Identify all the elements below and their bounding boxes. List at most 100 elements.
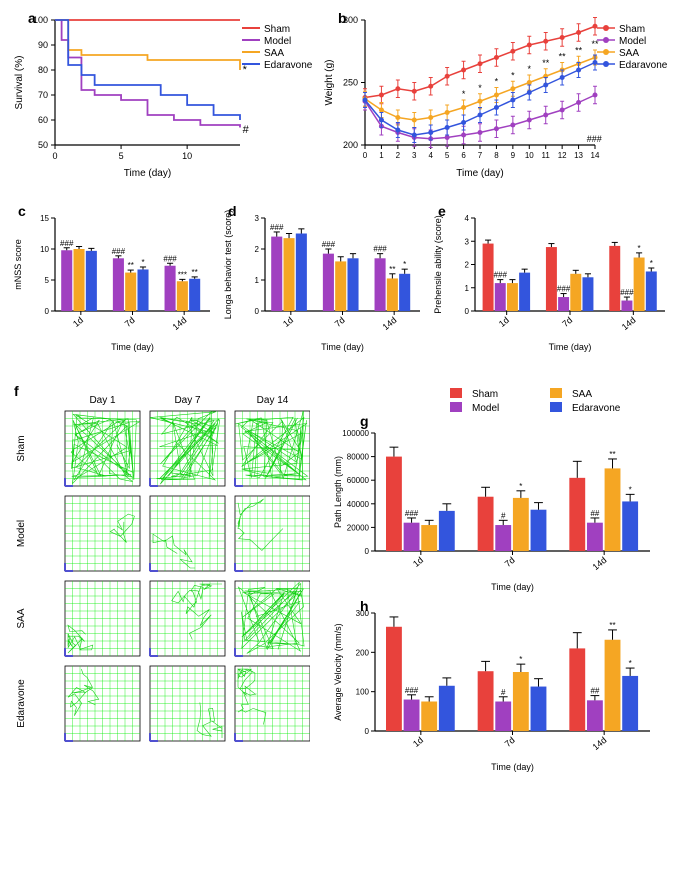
svg-text:0: 0 (363, 151, 368, 160)
svg-text:Model: Model (16, 520, 27, 547)
svg-text:#: # (243, 124, 250, 136)
svg-text:250: 250 (343, 78, 358, 88)
svg-text:14d: 14d (171, 315, 189, 332)
svg-text:Time (day): Time (day) (111, 342, 154, 352)
svg-text:70: 70 (38, 90, 48, 100)
svg-text:Longa behavior test (score): Longa behavior test (score) (223, 210, 233, 320)
svg-text:mNSS score: mNSS score (13, 239, 23, 290)
svg-text:Prehensile ability (score): Prehensile ability (score) (433, 215, 443, 314)
svg-text:SAA: SAA (572, 389, 592, 400)
svg-text:*: * (141, 258, 144, 267)
svg-text:Day 7: Day 7 (174, 395, 201, 406)
chart-svg: 0123Longa behavior test (score)Time (day… (220, 203, 430, 353)
svg-text:##: ## (590, 509, 599, 518)
svg-text:11: 11 (542, 151, 551, 160)
svg-text:***: *** (178, 270, 187, 279)
svg-text:7d: 7d (333, 315, 347, 329)
svg-text:100000: 100000 (342, 429, 369, 438)
svg-text:Survival (%): Survival (%) (14, 56, 25, 110)
panel-label-h: h (360, 598, 369, 614)
svg-text:40000: 40000 (347, 500, 370, 509)
svg-text:13: 13 (574, 151, 583, 160)
chart-svg: Day 1Day 7Day 14ShamModelSAAEdaravone (10, 391, 310, 791)
panel-label-a: a (28, 10, 36, 26)
svg-text:###: ### (405, 686, 419, 695)
svg-text:###: ### (620, 288, 634, 297)
svg-text:10: 10 (525, 151, 534, 160)
svg-text:*: * (462, 89, 466, 99)
svg-text:1d: 1d (71, 315, 85, 329)
svg-text:Time (day): Time (day) (491, 582, 534, 592)
svg-text:20000: 20000 (347, 523, 370, 532)
svg-text:5: 5 (445, 151, 450, 160)
svg-text:*: * (511, 70, 515, 80)
svg-text:*: * (528, 64, 532, 74)
svg-text:*: * (629, 485, 632, 494)
svg-text:Time (day): Time (day) (491, 762, 534, 772)
svg-text:Path Length (mm): Path Length (mm) (333, 456, 343, 528)
svg-text:2: 2 (255, 245, 260, 254)
svg-text:1d: 1d (411, 555, 425, 569)
panel-label-g: g (360, 413, 369, 429)
svg-text:12: 12 (558, 151, 567, 160)
svg-text:3: 3 (465, 237, 470, 246)
svg-text:Average Velocity (mm/s): Average Velocity (mm/s) (333, 623, 343, 720)
svg-text:*: * (650, 259, 653, 268)
svg-text:2: 2 (465, 261, 470, 270)
svg-text:6: 6 (461, 151, 466, 160)
svg-text:50: 50 (38, 140, 48, 150)
panel-label-d: d (228, 203, 237, 219)
svg-text:###: ### (373, 245, 387, 254)
svg-text:SAA: SAA (16, 608, 27, 628)
svg-text:Sham: Sham (264, 24, 290, 35)
svg-text:Edaravone: Edaravone (264, 60, 313, 71)
svg-text:80: 80 (38, 65, 48, 75)
chart-svg: 0100200300Average Velocity (mm/s)Time (d… (330, 598, 660, 773)
svg-text:*: * (403, 260, 406, 269)
svg-text:14d: 14d (591, 555, 609, 572)
svg-text:10: 10 (40, 245, 49, 254)
svg-text:**: ** (609, 450, 615, 459)
panel-label-c: c (18, 203, 26, 219)
svg-text:0: 0 (45, 307, 50, 316)
chart-svg: 051015mNSS scoreTime (day)###1d###***7d#… (10, 203, 220, 353)
svg-text:**: ** (128, 261, 134, 270)
svg-text:200: 200 (356, 648, 370, 657)
svg-text:*: * (638, 244, 641, 253)
svg-text:15: 15 (40, 214, 49, 223)
svg-text:5: 5 (119, 151, 124, 161)
svg-text:2: 2 (396, 151, 401, 160)
svg-text:0: 0 (365, 547, 370, 556)
svg-text:9: 9 (511, 151, 516, 160)
svg-text:7d: 7d (503, 735, 517, 749)
svg-text:###: ### (557, 285, 571, 294)
svg-text:0: 0 (365, 727, 370, 736)
svg-text:5: 5 (45, 276, 50, 285)
svg-text:1: 1 (465, 284, 470, 293)
svg-text:**: ** (542, 58, 550, 68)
svg-text:Edaravone: Edaravone (572, 403, 621, 413)
panel-label-e: e (438, 203, 446, 219)
svg-text:###: ### (270, 223, 284, 232)
svg-text:*: * (495, 77, 499, 87)
svg-text:90: 90 (38, 40, 48, 50)
svg-text:3: 3 (255, 214, 260, 223)
svg-text:Model: Model (264, 36, 291, 47)
svg-text:Time (day): Time (day) (124, 168, 171, 179)
svg-text:14: 14 (591, 151, 600, 160)
svg-text:Model: Model (619, 36, 646, 47)
chart-svg: ShamSAAModelEdaravone (330, 383, 675, 413)
svg-text:SAA: SAA (619, 48, 639, 59)
svg-text:7: 7 (478, 151, 483, 160)
svg-text:60000: 60000 (347, 476, 370, 485)
svg-text:0: 0 (255, 307, 260, 316)
svg-text:4: 4 (465, 214, 470, 223)
svg-text:###: ### (60, 239, 74, 248)
chart-svg: 020000400006000080000100000Path Length (… (330, 418, 660, 593)
svg-text:Sham: Sham (472, 389, 498, 400)
svg-text:0: 0 (52, 151, 57, 161)
svg-text:#: # (501, 511, 506, 520)
svg-text:14d: 14d (591, 735, 609, 752)
svg-text:0: 0 (465, 307, 470, 316)
svg-text:##: ## (590, 687, 599, 696)
